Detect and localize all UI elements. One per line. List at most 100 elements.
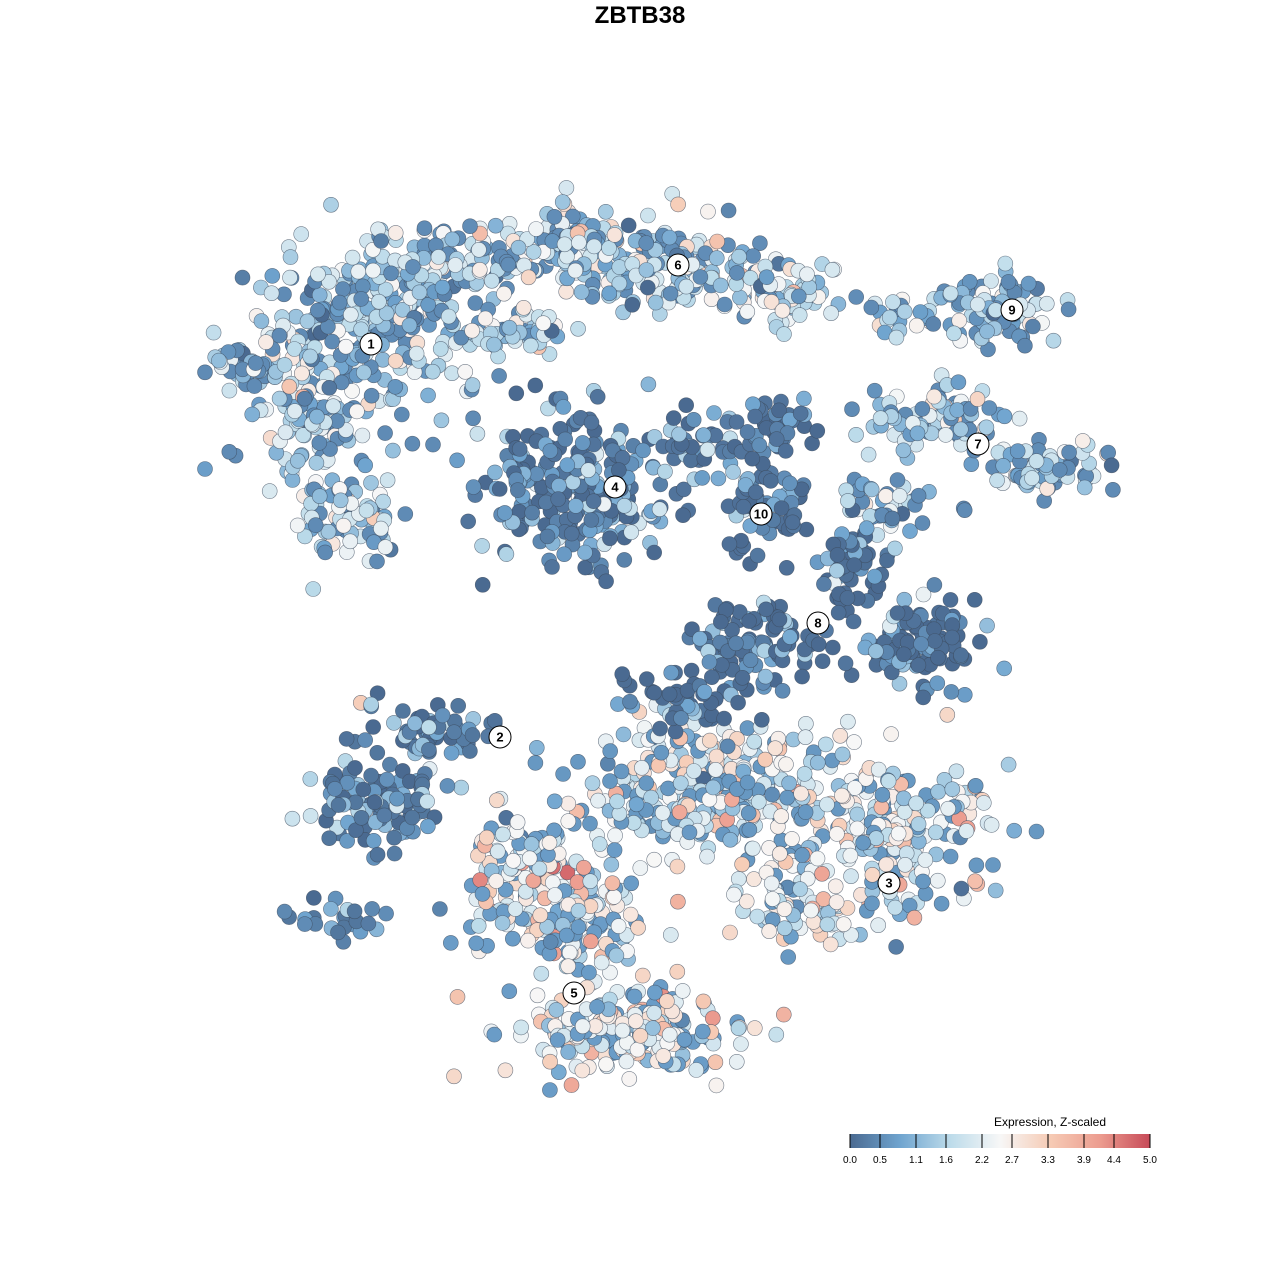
- cell-point: [720, 202, 737, 219]
- cell-point: [449, 452, 465, 469]
- cell-point: [335, 517, 352, 534]
- cell-point: [707, 761, 724, 778]
- cell-point: [446, 724, 462, 741]
- cell-point: [764, 786, 780, 803]
- cell-point: [627, 1013, 644, 1030]
- cell-point: [776, 901, 793, 918]
- cell-point: [622, 693, 638, 710]
- cell-point: [542, 443, 559, 459]
- cell-point: [511, 441, 528, 457]
- cell-point: [258, 334, 274, 350]
- cell-point: [866, 568, 883, 585]
- cell-point: [712, 277, 729, 294]
- cell-point: [757, 751, 774, 768]
- cell-point: [846, 734, 862, 750]
- cell-point: [700, 203, 716, 220]
- cell-point: [874, 786, 891, 803]
- cell-point: [567, 262, 584, 279]
- cell-point: [742, 270, 759, 286]
- cell-point: [389, 790, 405, 807]
- cell-point: [338, 731, 355, 747]
- cell-point: [286, 341, 303, 357]
- colorbar-tick-label: 4.4: [1107, 1155, 1121, 1166]
- cell-point: [628, 796, 645, 813]
- cell-point: [705, 779, 722, 796]
- cell-point: [849, 820, 866, 837]
- cell-point: [434, 707, 451, 724]
- cell-point: [731, 248, 747, 265]
- cell-point: [497, 1062, 514, 1079]
- cell-point: [371, 293, 387, 310]
- cell-point: [983, 273, 999, 289]
- cluster-label-text: 1: [367, 337, 374, 352]
- cell-point: [469, 425, 486, 442]
- cell-point: [933, 895, 950, 912]
- cell-point: [197, 461, 213, 477]
- cell-point: [849, 806, 866, 823]
- cell-point: [917, 852, 934, 868]
- cell-point: [775, 1006, 792, 1023]
- cell-point: [858, 520, 875, 537]
- cell-point: [655, 1048, 672, 1064]
- cell-point: [618, 1053, 635, 1070]
- cell-point: [768, 431, 785, 447]
- cell-point: [369, 553, 385, 570]
- cell-point: [681, 824, 698, 841]
- cell-point: [276, 357, 293, 373]
- cell-point: [672, 775, 689, 792]
- cell-point: [580, 462, 597, 479]
- cell-point: [633, 759, 650, 776]
- cell-point: [956, 502, 973, 519]
- cell-point: [548, 1002, 565, 1018]
- cell-point: [752, 235, 768, 251]
- cell-point: [913, 636, 929, 652]
- cell-point: [320, 523, 337, 540]
- cell-point: [953, 880, 970, 897]
- cell-point: [777, 443, 794, 459]
- cell-point: [758, 601, 774, 618]
- cell-point: [817, 736, 834, 753]
- cell-point: [308, 455, 325, 471]
- cell-point: [638, 671, 655, 687]
- cell-point: [525, 244, 542, 260]
- cell-point: [746, 733, 763, 750]
- cell-point: [630, 919, 646, 936]
- cell-point: [311, 287, 328, 303]
- cluster-label-text: 7: [974, 437, 981, 452]
- cell-point: [603, 856, 620, 873]
- cell-point: [350, 263, 367, 280]
- cell-point: [284, 810, 301, 827]
- cell-point: [483, 272, 500, 289]
- cell-point: [527, 755, 544, 771]
- cell-point: [910, 487, 927, 504]
- cell-point: [611, 275, 628, 292]
- colorbar-tick-label: 0.5: [873, 1155, 887, 1166]
- cell-point: [868, 643, 884, 660]
- cell-point: [774, 302, 791, 319]
- cell-point: [500, 256, 517, 273]
- cell-point: [739, 424, 756, 440]
- cell-point: [582, 815, 598, 832]
- cell-point: [762, 473, 779, 489]
- cell-point: [946, 325, 962, 342]
- colorbar-gradient: [850, 1134, 1150, 1148]
- cell-point: [741, 821, 758, 838]
- cell-point: [866, 382, 883, 399]
- cell-point: [829, 562, 845, 579]
- cell-point: [897, 856, 913, 873]
- cell-point: [776, 920, 793, 937]
- cluster-label-1: 1: [359, 332, 383, 356]
- cell-point: [321, 830, 338, 847]
- cell-point: [558, 180, 575, 196]
- cell-point: [647, 294, 664, 311]
- cell-point: [953, 647, 969, 663]
- cell-point: [943, 684, 960, 700]
- cell-point: [309, 302, 326, 319]
- cell-point: [416, 220, 433, 236]
- cell-point: [557, 431, 574, 448]
- cell-point: [577, 544, 593, 561]
- cell-point: [379, 472, 396, 489]
- cell-point: [744, 840, 761, 857]
- cell-point: [846, 557, 863, 573]
- cell-point: [830, 604, 847, 621]
